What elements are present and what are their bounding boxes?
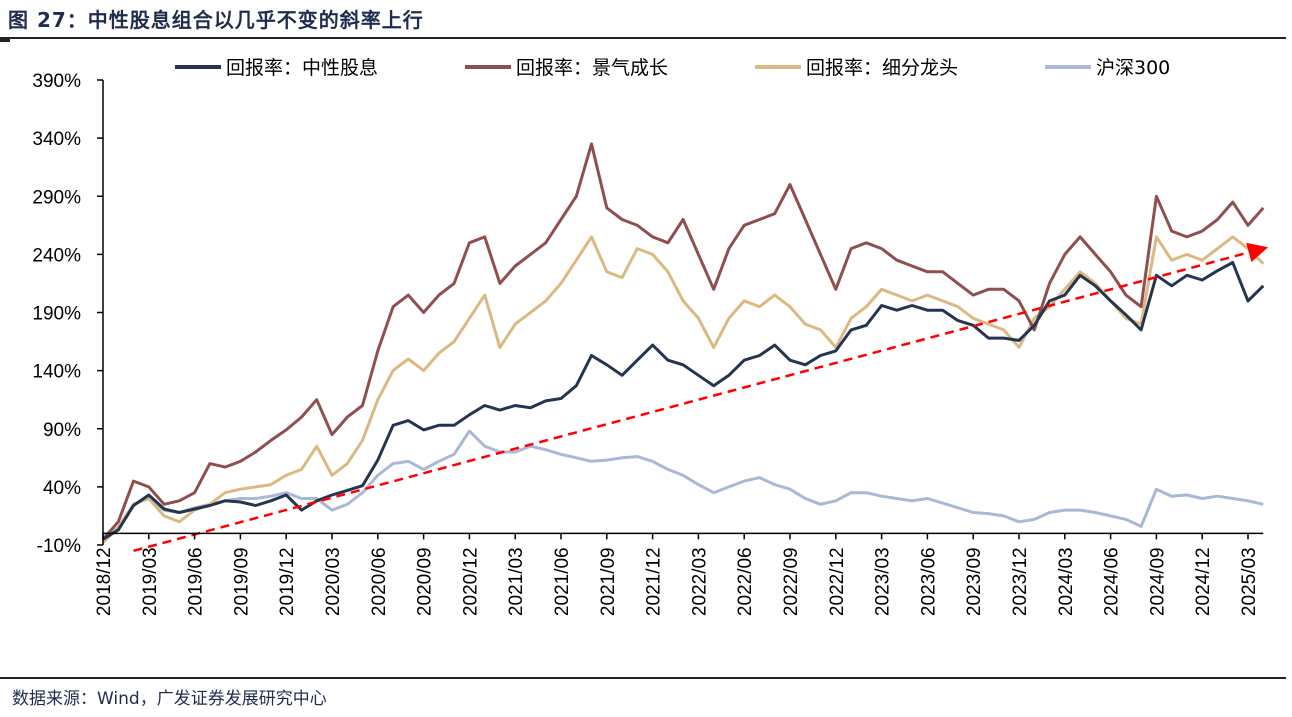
y-tick-label: 40% [43, 478, 81, 499]
x-tick-label: 2021/09 [598, 547, 619, 616]
title-divider [0, 37, 1286, 39]
title-divider-mark [0, 39, 10, 42]
x-tick-label: 2022/06 [735, 547, 756, 616]
x-tick-label: 2021/06 [552, 547, 573, 616]
series-line-0 [102, 261, 1265, 541]
annotations [133, 242, 1269, 553]
legend-label-3: 沪深300 [1096, 57, 1170, 79]
x-tick-label: 2019/03 [140, 547, 161, 616]
y-tick-label: 290% [32, 187, 81, 208]
x-tick-label: 2022/12 [827, 547, 848, 616]
x-tick-label: 2024/09 [1147, 547, 1168, 616]
x-tick-label: 2023/06 [918, 547, 939, 616]
x-tick-label: 2024/03 [1056, 547, 1077, 616]
x-tick-label: 2022/09 [781, 547, 802, 616]
axes: -10% 40% 90% 140% 190% 240% 290% 340% 390% 2018/1… [32, 71, 1264, 616]
figure-title: 图 27：中性股息组合以几乎不变的斜率上行 [8, 8, 424, 32]
footer-divider [0, 677, 1286, 679]
x-tick-label: 2018/12 [94, 547, 115, 616]
x-tick-label: 2020/09 [415, 547, 436, 616]
x-tick-label: 2023/09 [964, 547, 985, 616]
source-note: 数据来源：Wind，广发证券发展研究中心 [12, 689, 327, 709]
x-tick-label: 2023/03 [873, 547, 894, 616]
x-tick-label: 2019/12 [277, 547, 298, 616]
x-tick-label: 2020/12 [460, 547, 481, 616]
legend-label-0: 回报率：中性股息 [226, 57, 378, 79]
y-tick-label: 340% [32, 129, 81, 150]
x-tick-label: 2021/12 [644, 547, 665, 616]
y-tick-label: 240% [32, 245, 81, 266]
y-tick-label: 90% [43, 420, 81, 441]
series-line-3 [102, 429, 1264, 541]
x-tick-label: 2025/03 [1239, 547, 1260, 616]
series-lines [101, 142, 1265, 544]
x-tick-label: 2019/06 [186, 547, 207, 616]
x-tick-label: 2020/06 [369, 547, 390, 616]
y-tick-label: 390% [32, 71, 81, 92]
x-tick-label: 2024/12 [1193, 547, 1214, 616]
y-tick-label: -10% [37, 536, 81, 557]
x-tick-label: 2022/03 [689, 547, 710, 616]
legend: 回报率：中性股息 回报率：景气成长 回报率：细分龙头 沪深300 [175, 57, 1170, 79]
series-line-2 [101, 235, 1265, 544]
legend-label-1: 回报率：景气成长 [516, 57, 668, 79]
x-tick-label: 2020/03 [323, 547, 344, 616]
trend-arrow [133, 242, 1269, 553]
y-tick-label: 140% [32, 362, 81, 383]
x-tick-label: 2019/09 [231, 547, 252, 616]
x-tick-label: 2024/06 [1102, 547, 1123, 616]
series-line-1 [101, 142, 1265, 541]
x-tick-label: 2021/03 [506, 547, 527, 616]
y-tick-label: 190% [32, 304, 81, 325]
x-tick-label: 2023/12 [1010, 547, 1031, 616]
legend-label-2: 回报率：细分龙头 [806, 57, 958, 79]
